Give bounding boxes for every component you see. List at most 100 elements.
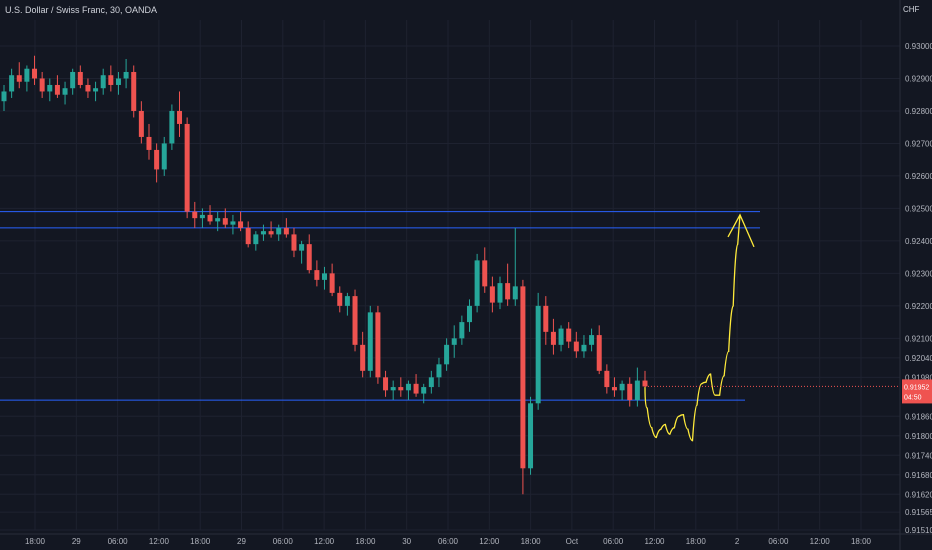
price-tick-label: 0.92100 [905, 334, 932, 343]
grid [0, 20, 900, 531]
candle [619, 380, 625, 401]
candle-body [291, 234, 297, 251]
candle [100, 68, 106, 95]
candle-body [444, 344, 450, 365]
candle [360, 331, 366, 378]
candle-body [169, 110, 175, 144]
time-tick-label: Oct [566, 537, 579, 546]
candle-body [24, 68, 30, 82]
time-tick-label: 06:00 [273, 537, 294, 546]
candle [184, 117, 190, 219]
candle-body [528, 403, 534, 469]
price-timer: 04:50 [904, 394, 922, 401]
candle-body [505, 283, 511, 300]
candle-body [566, 328, 572, 342]
candle [398, 377, 404, 397]
candle-body [634, 380, 640, 401]
time-tick-label: 06:00 [603, 537, 624, 546]
candle-body [39, 78, 45, 92]
price-tick-label: 0.92900 [905, 74, 932, 83]
support-resistance-lines[interactable] [0, 211, 760, 401]
price-tag-value: 0.91952 [904, 384, 929, 391]
candle [405, 380, 411, 401]
candle-body [215, 218, 221, 222]
chart-title: U.S. Dollar / Swiss Franc, 30, OANDA [5, 5, 158, 15]
time-axis[interactable]: 18:00 29 06:00 12:00 18:00 29 06:00 12:00 18:00 3… [0, 533, 932, 546]
time-tick-label: 12:00 [314, 537, 335, 546]
freehand-path [644, 214, 741, 442]
candle [428, 370, 434, 394]
candle-body [77, 71, 83, 85]
price-tick-label: 0.92600 [905, 172, 932, 181]
candle [85, 78, 91, 98]
candle [611, 377, 617, 397]
candle-body [85, 84, 91, 92]
candle-body [383, 377, 389, 391]
candle [505, 263, 511, 306]
candle-body [428, 377, 434, 388]
price-tick-label: 0.91680 [905, 471, 932, 480]
candle-body [436, 364, 442, 378]
candle-body [405, 383, 411, 391]
time-tick-label: 18:00 [190, 537, 211, 546]
candle [62, 81, 68, 105]
candle [306, 234, 312, 274]
candle [16, 62, 22, 89]
candle-body [619, 383, 625, 391]
candle [291, 227, 297, 258]
candle [520, 279, 526, 495]
time-tick-label: 2 [735, 537, 740, 546]
candle-body [322, 273, 327, 280]
candle-body [177, 110, 183, 124]
candle [77, 65, 83, 89]
candle-body [642, 380, 648, 387]
candle [543, 296, 549, 345]
candle-body [16, 75, 22, 82]
candle-body [550, 331, 556, 345]
candle [283, 218, 289, 238]
candle-body [299, 244, 305, 251]
price-tick-label: 0.91510 [905, 526, 932, 535]
candle [192, 201, 198, 228]
candle-body [489, 286, 495, 303]
candle [123, 58, 129, 89]
candle-body [100, 75, 106, 89]
price-tick-label: 0.92800 [905, 107, 932, 116]
candle-body [573, 341, 579, 352]
price-tag-box [902, 379, 932, 404]
candle-body [245, 227, 251, 245]
time-tick-label: 18:00 [686, 537, 707, 546]
candle [32, 55, 38, 85]
candle [93, 81, 99, 102]
candle [108, 65, 114, 92]
price-axis[interactable]: 0.93000 0.92900 0.92800 0.92700 0.92600 0.925… [645, 0, 932, 550]
candle-body [466, 305, 472, 323]
price-tick-label: 0.92040 [905, 354, 932, 363]
price-tick-label: 0.92700 [905, 139, 932, 148]
candle [344, 292, 350, 316]
candle [299, 240, 305, 264]
candle [489, 276, 495, 313]
candle [466, 299, 472, 332]
candle [138, 101, 144, 144]
candle-body [238, 221, 244, 228]
candle [222, 208, 228, 228]
candle [436, 357, 442, 388]
candle-body [627, 383, 633, 401]
candle [131, 65, 137, 118]
candle-body [253, 234, 259, 245]
candle-body [360, 344, 366, 371]
candle-body [161, 143, 167, 170]
candle [566, 322, 572, 349]
candle [1, 84, 7, 111]
freehand-annotation[interactable] [644, 213, 755, 442]
arrow-head [727, 213, 755, 248]
candle-body [207, 214, 213, 222]
candle-body [337, 292, 343, 306]
candle [24, 65, 30, 92]
time-tick-label: 18:00 [521, 537, 542, 546]
candle-body [474, 260, 480, 306]
candle [245, 221, 251, 248]
time-tick-label: 29 [72, 537, 81, 546]
